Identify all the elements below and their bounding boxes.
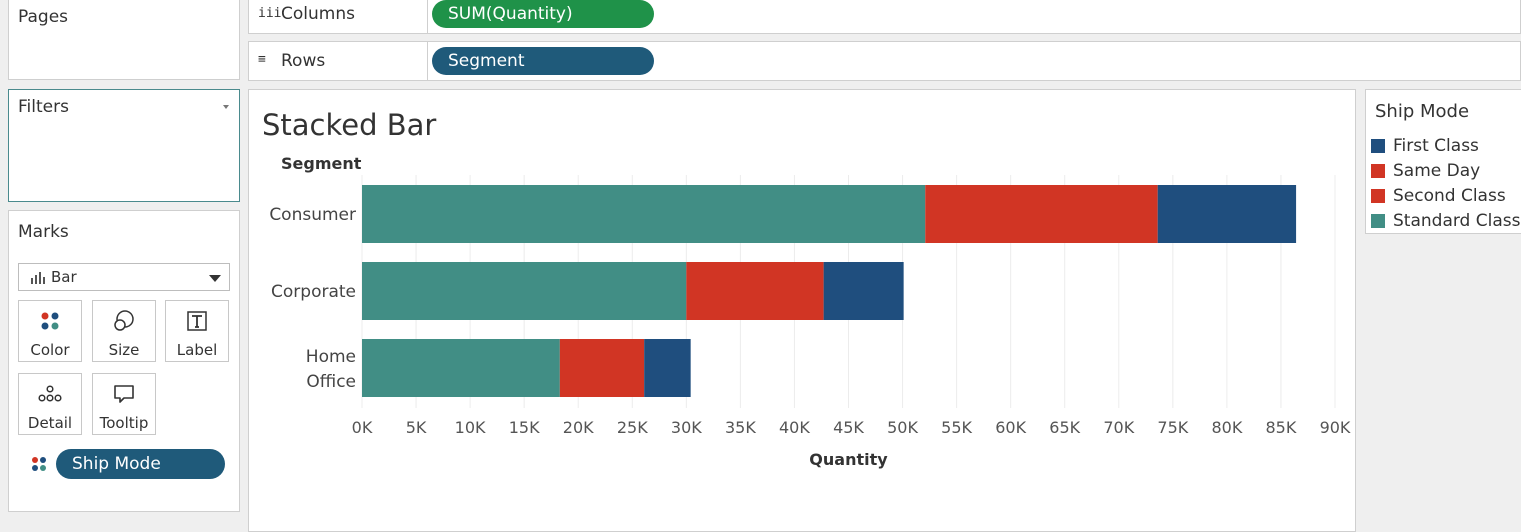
x-tick-label: 70K [1103,418,1134,437]
chart-title: Stacked Bar [262,108,437,142]
legend-item-label: First Class [1393,136,1479,156]
bar-segment [925,185,1158,243]
detail-dots-icon [38,385,62,402]
rows-label: Rows [281,51,326,71]
legend-item-first-class[interactable]: First Class [1371,135,1479,157]
label-button-label: Label [176,341,218,359]
columns-shelf[interactable]: iii Columns SUM(Quantity) [248,0,1521,34]
columns-label: Columns [281,4,355,24]
x-tick-label: 55K [941,418,972,437]
chevron-down-icon [209,275,221,282]
x-axis-title: Quantity [809,450,888,469]
legend-item-label: Same Day [1393,161,1481,181]
stacked-bar-chart: 0K 5K 10K 15K 20K 25K 30K 35K 40K 45K 50K 55K 60K 65K… [269,154,1351,469]
filters-menu-arrow-icon[interactable] [223,105,229,109]
mark-type-label: Bar [51,268,77,286]
x-tick-label: 45K [833,418,864,437]
bar-segment [559,339,645,397]
x-tick-label: 15K [509,418,540,437]
color-dots-icon [41,312,59,330]
legend-item-standard-class[interactable]: Standard Class [1371,210,1520,232]
marks-panel: Marks Bar Color Size [8,210,240,512]
sum-quantity-pill[interactable]: SUM(Quantity) [432,0,654,28]
bar-segment [362,339,560,397]
legend-swatch [1371,139,1385,153]
rows-shelf-header: ≡ Rows [249,42,428,80]
color-button-label: Color [30,341,70,359]
x-tick-label: 35K [725,418,756,437]
bar-segment [362,262,687,320]
x-tick-label: 50K [887,418,918,437]
legend-title: Ship Mode [1375,101,1470,122]
x-tick-label: 10K [455,418,486,437]
x-tick-label: 80K [1211,418,1242,437]
category-label: Office [306,372,356,392]
ship-mode-legend: Ship Mode First Class Same Day Second Cl… [1365,89,1521,234]
x-tick-label: 60K [995,418,1026,437]
category-label: Corporate [271,282,356,302]
detail-button-label: Detail [27,414,73,432]
bar-segment [686,262,824,320]
segment-pill[interactable]: Segment [432,47,654,75]
size-circles-icon [114,310,134,331]
filters-title: Filters [18,97,69,117]
x-tick-label: 20K [563,418,594,437]
x-tick-label: 0K [352,418,373,437]
tooltip-button[interactable]: Tooltip [92,373,156,435]
bar-segment [1157,185,1297,243]
color-encoding-icon [32,457,46,471]
bar-segment [823,262,904,320]
tooltip-button-label: Tooltip [99,414,149,432]
legend-swatch [1371,189,1385,203]
filters-panel[interactable]: Filters [8,89,240,202]
legend-item-same-day[interactable]: Same Day [1371,160,1480,182]
detail-button[interactable]: Detail [18,373,82,435]
bar-layer [362,185,1297,397]
x-tick-label: 65K [1049,418,1080,437]
x-tick-label: 5K [406,418,427,437]
row-header-segment: Segment [281,154,362,173]
bar-chart-icon [31,272,45,284]
x-tick-label: 90K [1320,418,1351,437]
category-label: Home [306,347,356,367]
bar-segment [362,185,926,243]
legend-item-label: Second Class [1393,186,1506,206]
x-tick-label: 25K [617,418,648,437]
marks-title: Marks [18,222,69,242]
columns-icon: iii [258,6,282,21]
rows-shelf[interactable]: ≡ Rows Segment [248,41,1521,81]
pages-title: Pages [18,7,69,27]
legend-swatch [1371,164,1385,178]
x-tick-label: 40K [779,418,810,437]
label-layer: 0K 5K 10K 15K 20K 25K 30K 35K 40K 45K 50K 55K 60K 65K… [269,154,1351,469]
size-button-label: Size [108,341,140,359]
text-label-icon [187,311,207,331]
size-button[interactable]: Size [92,300,156,362]
x-tick-label: 75K [1157,418,1188,437]
rows-icon: ≡ [258,52,266,67]
category-label: Consumer [269,205,356,225]
chart-view: Stacked Bar 0K 5K 10K 15K 20K 25K 30K 35K 40K 45K… [248,89,1356,532]
legend-item-second-class[interactable]: Second Class [1371,185,1506,207]
x-tick-label: 30K [671,418,702,437]
legend-swatch [1371,214,1385,228]
mark-type-dropdown[interactable]: Bar [18,263,230,291]
tooltip-bubble-icon [114,385,134,403]
columns-shelf-header: iii Columns [249,0,428,33]
pages-panel[interactable]: Pages [8,0,240,80]
x-tick-label: 85K [1266,418,1297,437]
label-button[interactable]: Label [165,300,229,362]
legend-item-label: Standard Class [1393,211,1521,231]
color-button[interactable]: Color [18,300,82,362]
bar-segment [644,339,691,397]
ship-mode-color-pill[interactable]: Ship Mode [56,449,225,479]
